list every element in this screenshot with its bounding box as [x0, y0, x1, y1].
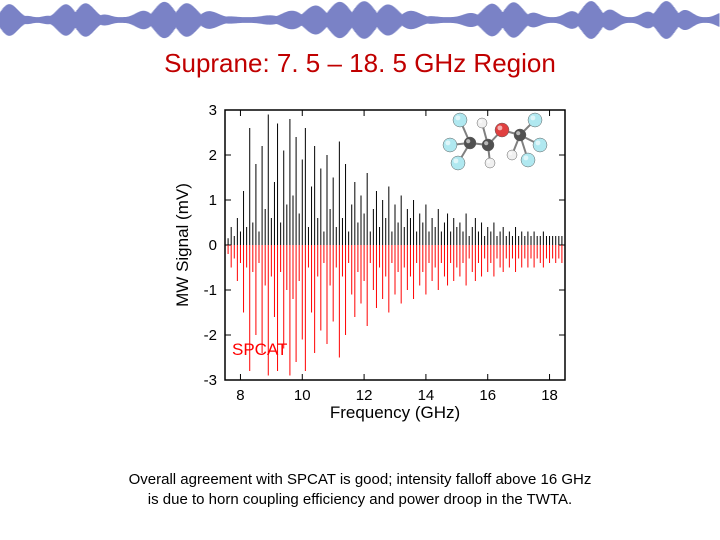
- svg-text:-2: -2: [204, 327, 217, 344]
- svg-text:2: 2: [209, 147, 217, 164]
- molecule-inset: [440, 105, 560, 175]
- svg-text:-1: -1: [204, 282, 217, 299]
- svg-text:10: 10: [294, 387, 311, 404]
- caption: Overall agreement with SPCAT is good; in…: [0, 470, 720, 509]
- svg-text:-3: -3: [204, 372, 217, 389]
- svg-text:14: 14: [418, 387, 435, 404]
- x-axis-label: Frequency (GHz): [330, 403, 460, 422]
- caption-line1: Overall agreement with SPCAT is good; in…: [129, 471, 592, 488]
- svg-text:3: 3: [209, 102, 217, 119]
- svg-text:1: 1: [209, 192, 217, 209]
- y-axis-label: MW Signal (mV): [173, 183, 192, 307]
- page-title: Suprane: 7. 5 – 18. 5 GHz Region: [0, 48, 720, 79]
- svg-text:12: 12: [356, 387, 373, 404]
- svg-text:16: 16: [479, 387, 496, 404]
- svg-text:18: 18: [541, 387, 558, 404]
- svg-text:0: 0: [209, 237, 217, 254]
- svg-text:8: 8: [236, 387, 244, 404]
- banner-waveform: [0, 0, 720, 40]
- caption-line2: is due to horn coupling efficiency and p…: [148, 491, 572, 508]
- spcat-label: SPCAT: [232, 340, 287, 360]
